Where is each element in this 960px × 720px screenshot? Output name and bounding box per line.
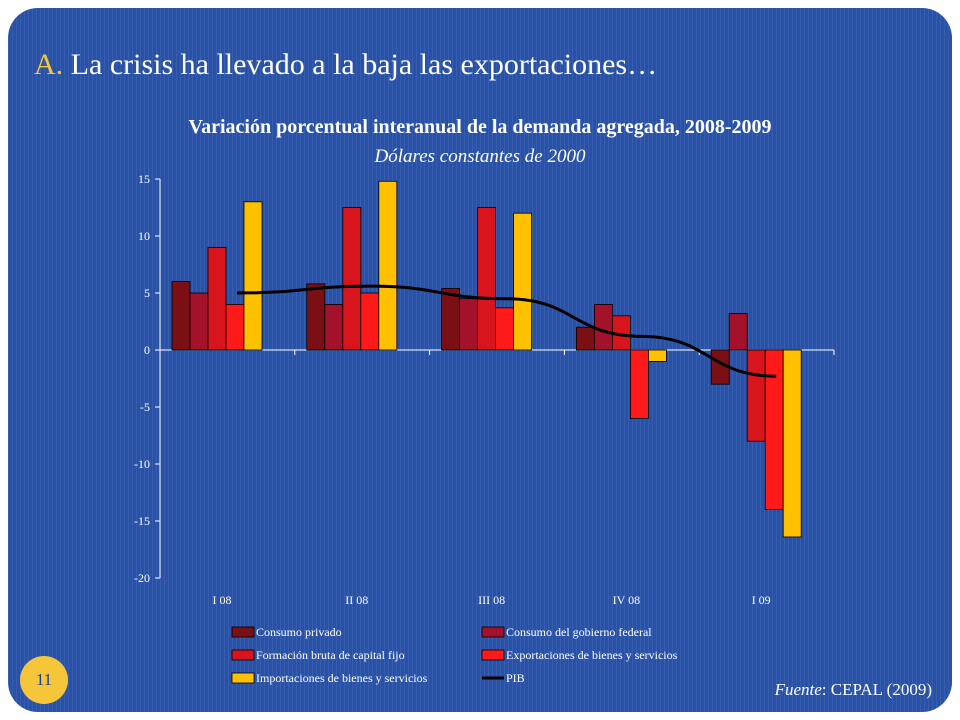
legend-swatch [231, 672, 255, 684]
bar-4-I-09 [764, 349, 784, 511]
x-tick-label: IV 08 [613, 593, 640, 607]
bar-1-II-08 [306, 283, 326, 351]
bar-4-I-08 [225, 303, 245, 351]
bar-5-I-09 [782, 349, 802, 538]
source-note: Fuente: CEPAL (2009) [775, 680, 932, 700]
bar-5-I-08 [243, 201, 263, 351]
bar-5-IV-08 [648, 349, 667, 362]
x-tick-label: I 09 [752, 593, 771, 607]
y-tick-label: 0 [144, 343, 150, 357]
source-label: Fuente [774, 680, 822, 699]
bar-1-IV-08 [576, 326, 595, 351]
slide-heading: A. La crisis ha llevado a la baja las ex… [34, 48, 657, 82]
y-tick-label: -20 [134, 571, 150, 585]
bar-2-II-08 [324, 303, 344, 351]
bar-2-IV-08 [594, 303, 613, 351]
bar-5-II-08 [378, 180, 398, 351]
bar-4-II-08 [360, 292, 380, 351]
bar-1-I-08 [171, 281, 191, 351]
source-text: : CEPAL (2009) [821, 680, 932, 699]
legend-swatch [231, 649, 255, 661]
bar-3-I-08 [207, 246, 227, 351]
bar-5-III-08 [513, 212, 533, 351]
page-number-badge: 11 [20, 656, 68, 704]
legend-swatch [481, 626, 505, 638]
x-tick-label: III 08 [478, 593, 505, 607]
bar-3-III-08 [477, 207, 497, 351]
bar-4-IV-08 [630, 349, 649, 419]
legend-label: PIB [506, 671, 525, 685]
bar-chart: 15 10 5 0 -5 -10 -15 -20 I 08 II 08 III 08 IV 08 I 0… [134, 172, 835, 685]
bar-1-III-08 [441, 288, 461, 351]
y-tick-label: 5 [144, 286, 150, 300]
y-tick-label: -10 [134, 457, 150, 471]
x-tick-label: I 08 [213, 593, 232, 607]
bar-4-III-08 [495, 307, 515, 351]
heading-text: La crisis ha llevado a la baja las expor… [70, 48, 658, 81]
legend-label: Consumo del gobierno federal [506, 625, 652, 639]
line-pib [236, 284, 777, 378]
heading-letter: A. [34, 48, 64, 81]
legend-label: Exportaciones de bienes y servicios [506, 648, 678, 662]
x-tick-label: II 08 [345, 593, 368, 607]
legend-label: Consumo privado [256, 625, 342, 639]
y-tick-label: 15 [138, 172, 150, 186]
y-tick-label: -5 [140, 400, 150, 414]
y-tick-label: 10 [138, 229, 150, 243]
legend-label: Formación bruta de capital fijo [256, 648, 405, 662]
bar-2-III-08 [459, 298, 479, 351]
bar-2-I-08 [189, 292, 209, 351]
legend-label: Importaciones de bienes y servicios [256, 671, 428, 685]
slide-background: A. La crisis ha llevado a la baja las ex… [8, 8, 952, 712]
legend-swatch [481, 649, 505, 661]
chart-title: Variación porcentual interanual de la de… [188, 116, 772, 138]
bar-3-I-09 [746, 349, 766, 442]
legend-swatch [231, 626, 255, 638]
y-tick-label: -15 [134, 514, 150, 528]
bar-2-I-09 [728, 313, 748, 351]
bar-3-II-08 [342, 207, 362, 351]
chart-subtitle: Dólares constantes de 2000 [374, 146, 586, 167]
